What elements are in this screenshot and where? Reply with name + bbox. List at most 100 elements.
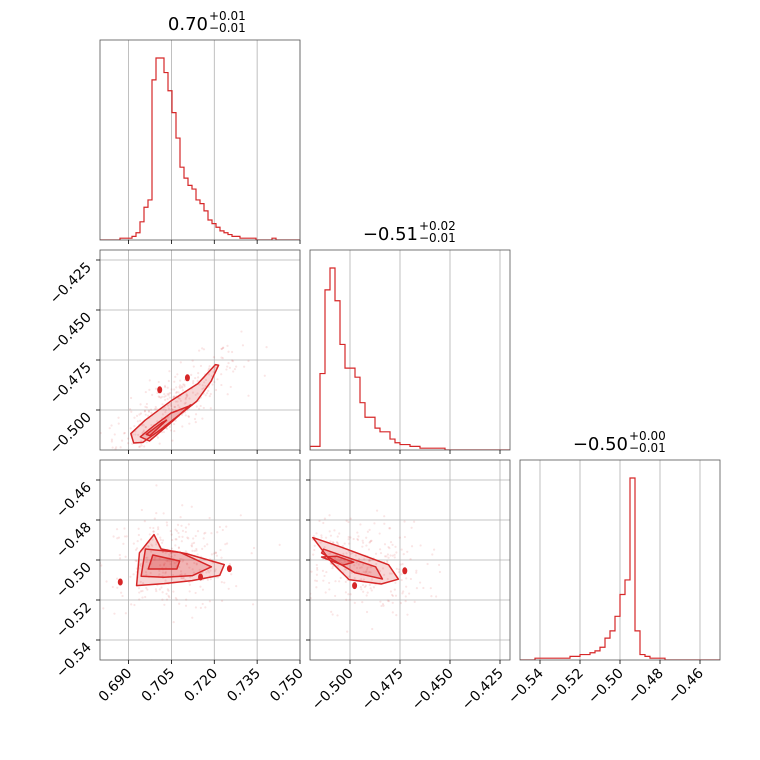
contour-island	[352, 582, 358, 590]
sample-point	[111, 585, 114, 589]
sample-point	[361, 583, 365, 587]
sample-point	[368, 570, 371, 574]
sample-point	[163, 393, 166, 396]
sample-point	[157, 456, 159, 458]
sample-point	[193, 561, 196, 565]
sample-point	[204, 531, 207, 534]
sample-point	[201, 417, 204, 420]
contour-island	[226, 565, 232, 573]
sample-point	[220, 581, 223, 584]
sample-point	[162, 564, 166, 567]
sample-point	[306, 554, 308, 556]
sample-point	[161, 591, 164, 594]
sample-point	[180, 524, 183, 527]
sample-point	[191, 359, 194, 362]
sample-point	[174, 375, 177, 378]
sample-point	[381, 603, 385, 606]
sample-point	[182, 558, 185, 561]
sample-point	[142, 424, 145, 427]
sample-point	[328, 581, 331, 585]
sample-point	[181, 535, 184, 538]
sample-point	[405, 585, 408, 588]
sample-point	[319, 541, 322, 544]
sample-point	[187, 415, 191, 419]
sample-point	[366, 566, 369, 569]
sample-point	[187, 415, 190, 418]
sample-point	[146, 559, 149, 562]
sample-point	[155, 512, 158, 515]
sample-point	[347, 535, 350, 539]
sample-point	[228, 563, 232, 566]
sample-point	[174, 596, 177, 600]
y-tick-label: −0.425	[47, 260, 95, 308]
sample-point	[180, 577, 184, 580]
sample-point	[135, 559, 138, 563]
x-tick-label: −0.475	[359, 666, 407, 714]
sample-point	[140, 538, 143, 541]
sample-point	[114, 447, 117, 450]
sample-point	[138, 598, 141, 601]
sample-point	[125, 535, 128, 538]
sample-point	[280, 521, 282, 523]
sample-point	[181, 386, 184, 389]
sample-point	[347, 593, 350, 596]
sample-point	[331, 541, 334, 544]
sample-point	[162, 430, 166, 434]
sample-point	[413, 600, 416, 603]
sample-point	[144, 413, 147, 416]
sample-point	[216, 378, 219, 381]
sample-point	[171, 574, 175, 577]
sample-point	[405, 577, 408, 580]
sample-point	[201, 387, 204, 391]
sample-point	[124, 612, 127, 615]
sample-point	[400, 573, 403, 576]
sample-point	[185, 562, 188, 565]
sample-point	[379, 551, 383, 555]
sample-point	[360, 588, 363, 591]
sample-point	[305, 522, 307, 524]
sample-point	[394, 581, 397, 584]
sample-point	[164, 572, 167, 575]
sample-point	[362, 541, 365, 544]
sample-point	[371, 627, 374, 631]
sample-point	[184, 530, 187, 534]
sample-point	[336, 614, 339, 617]
sample-point	[165, 598, 169, 601]
x-tick-label: −0.500	[309, 666, 357, 714]
sample-point	[166, 524, 169, 527]
sample-point	[362, 570, 365, 573]
sample-point	[117, 422, 120, 425]
sample-point	[196, 553, 199, 556]
sample-point	[225, 525, 228, 528]
sample-point	[265, 346, 268, 349]
sample-point	[175, 529, 179, 533]
sample-point	[386, 561, 389, 564]
sample-point	[356, 538, 360, 542]
sample-point	[162, 408, 165, 411]
sample-point	[183, 385, 186, 388]
sample-point	[170, 555, 173, 558]
sample-point	[159, 536, 162, 539]
sample-point	[167, 379, 170, 383]
sample-point	[155, 484, 158, 487]
sample-point	[310, 596, 312, 600]
sample-point	[113, 612, 116, 615]
sample-point	[172, 395, 175, 399]
sample-point	[118, 553, 121, 557]
sample-point	[168, 396, 172, 399]
sample-point	[193, 417, 197, 421]
sample-point	[143, 410, 146, 413]
sample-point	[348, 598, 351, 601]
sample-point	[355, 561, 358, 564]
sample-point	[162, 563, 166, 566]
sample-point	[177, 391, 180, 394]
sample-point	[328, 530, 331, 533]
sample-point	[355, 566, 359, 570]
sample-point	[145, 441, 148, 444]
sample-point	[394, 545, 397, 548]
sample-point	[327, 553, 330, 556]
sample-point	[161, 413, 164, 416]
sample-point	[161, 571, 165, 574]
sample-point	[430, 594, 433, 598]
sample-point	[368, 583, 371, 587]
